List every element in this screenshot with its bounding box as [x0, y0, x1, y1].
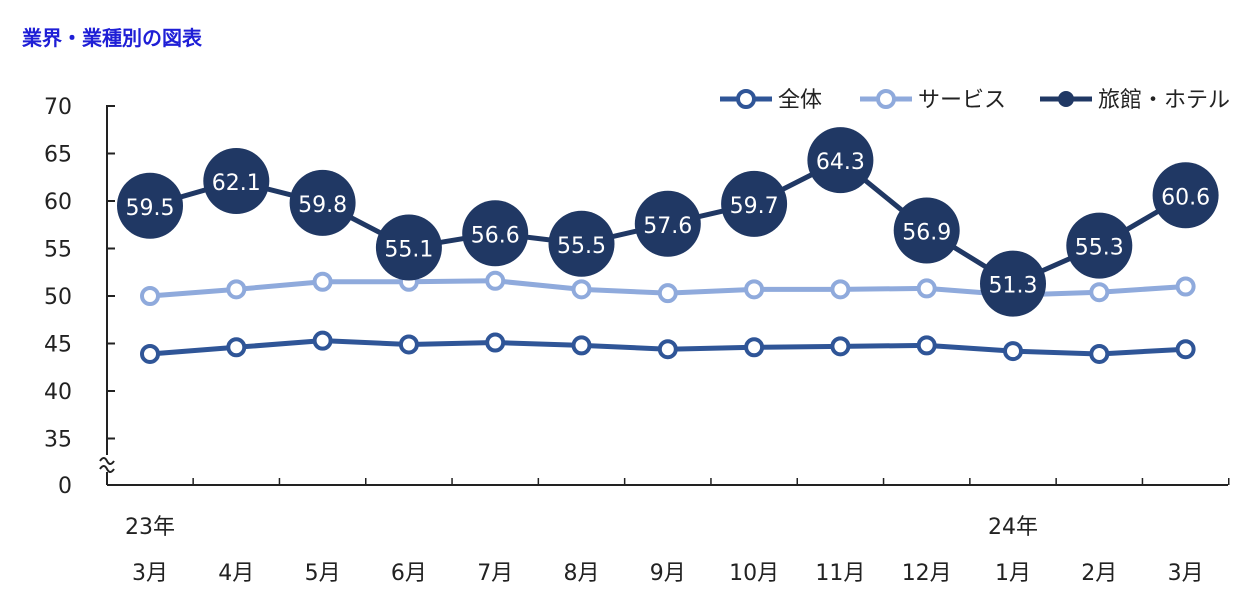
- data-point: [744, 279, 765, 300]
- data-point: [1066, 212, 1133, 279]
- y-tick-label: 65: [44, 143, 72, 168]
- data-point: [1175, 339, 1196, 360]
- chart-title: 業界・業種別の図表: [22, 26, 202, 50]
- data-label: 59.7: [730, 194, 779, 219]
- data-point: [226, 337, 247, 358]
- data-point: [1003, 341, 1023, 362]
- data-point: [398, 334, 419, 355]
- data-point: [140, 343, 160, 364]
- data-point: [1089, 343, 1110, 364]
- data-label: 64.3: [816, 150, 865, 175]
- x-tick-label: 10月: [729, 561, 779, 586]
- y-tick-label: 60: [44, 190, 72, 215]
- x-tick-label: 2月: [1081, 561, 1117, 586]
- data-point: [140, 286, 160, 306]
- data-point: [1175, 276, 1196, 297]
- year-label: 23年: [125, 515, 175, 540]
- x-tick-label: 8月: [564, 561, 600, 586]
- y-tick-label: 55: [44, 238, 72, 263]
- data-point: [721, 170, 788, 237]
- y-tick-label: 50: [44, 285, 72, 310]
- legend-label: 全体: [778, 88, 822, 113]
- data-label: 59.5: [126, 196, 175, 221]
- x-tick-label: 11月: [815, 561, 865, 586]
- x-tick-label: 9月: [650, 561, 686, 586]
- legend-marker: [736, 89, 756, 109]
- data-label: 62.1: [212, 171, 261, 196]
- legend-marker: [876, 89, 896, 109]
- data-point: [634, 190, 701, 257]
- data-point: [571, 335, 592, 356]
- y-tick-label: 35: [44, 428, 72, 453]
- data-point: [548, 210, 615, 277]
- legend-label: 旅館・ホテル: [1098, 88, 1230, 113]
- data-point: [980, 250, 1046, 317]
- data-point: [893, 197, 960, 264]
- data-point: [657, 283, 678, 304]
- x-tick-label: 12月: [902, 561, 952, 586]
- y-tick-label: 40: [44, 380, 72, 405]
- data-point: [462, 200, 529, 267]
- data-point: [312, 330, 333, 351]
- legend-label: サービス: [918, 88, 1006, 113]
- x-tick-label: 7月: [477, 561, 513, 586]
- x-tick-label: 4月: [218, 561, 254, 586]
- data-point: [830, 336, 851, 357]
- legend-marker: [1058, 91, 1074, 107]
- data-point: [571, 279, 592, 300]
- data-label: 51.3: [989, 274, 1038, 299]
- data-point: [289, 169, 356, 236]
- x-tick-label: 1月: [995, 561, 1031, 586]
- data-label: 56.9: [902, 220, 951, 245]
- data-label: 57.6: [643, 214, 692, 239]
- data-label: 55.5: [557, 234, 606, 259]
- data-label: 56.6: [471, 223, 520, 248]
- data-point: [375, 214, 442, 281]
- data-point: [1089, 282, 1110, 303]
- year-label: 24年: [988, 515, 1038, 540]
- data-point: [657, 339, 678, 360]
- data-point: [1152, 162, 1219, 229]
- data-label: 60.6: [1161, 185, 1210, 210]
- data-label: 55.1: [384, 238, 433, 263]
- data-point: [117, 172, 183, 239]
- data-point: [830, 279, 851, 300]
- data-label: 59.8: [298, 193, 347, 218]
- y-tick-label: 70: [44, 95, 72, 120]
- axis-break-icon: [99, 457, 115, 473]
- data-label: 55.3: [1075, 236, 1124, 261]
- y-tick-label: 45: [44, 333, 72, 358]
- data-point: [203, 148, 270, 215]
- x-tick-label: 6月: [391, 561, 427, 586]
- x-tick-label: 5月: [305, 561, 341, 586]
- data-point: [807, 127, 874, 194]
- data-point: [485, 332, 506, 353]
- data-point: [485, 270, 506, 291]
- data-point: [744, 337, 765, 358]
- x-tick-label: 3月: [132, 561, 168, 586]
- data-point: [226, 279, 247, 300]
- data-point: [312, 271, 333, 292]
- data-point: [916, 278, 937, 299]
- data-point: [916, 335, 937, 356]
- y-tick-label: 0: [58, 474, 72, 499]
- x-tick-label: 3月: [1168, 561, 1204, 586]
